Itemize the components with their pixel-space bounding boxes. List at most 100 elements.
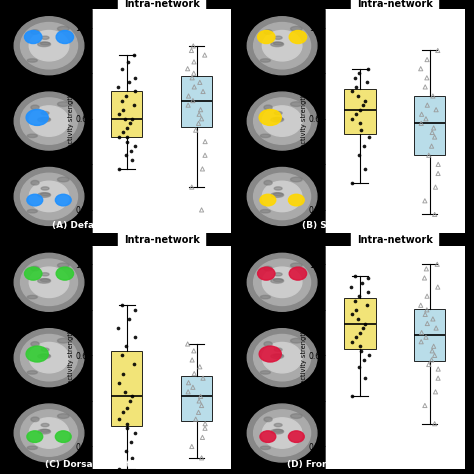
Ellipse shape: [257, 30, 275, 44]
Point: [428, 128, 436, 136]
Point: [114, 83, 122, 91]
Ellipse shape: [38, 279, 51, 283]
Ellipse shape: [31, 342, 39, 346]
Point: [115, 110, 123, 118]
Point: [364, 274, 372, 282]
Point: [122, 343, 130, 350]
Point: [184, 388, 192, 396]
Ellipse shape: [271, 279, 283, 283]
Point: [348, 392, 356, 400]
Point: [354, 315, 362, 323]
Point: [417, 65, 425, 73]
Ellipse shape: [14, 167, 84, 226]
Point: [431, 210, 438, 218]
Ellipse shape: [40, 279, 50, 282]
Point: [188, 46, 195, 54]
Ellipse shape: [262, 181, 302, 212]
Ellipse shape: [274, 36, 282, 39]
Point: [199, 434, 206, 441]
Point: [199, 88, 207, 95]
Point: [125, 315, 132, 323]
Point: [359, 324, 367, 332]
Point: [184, 101, 192, 109]
Point: [185, 379, 192, 386]
Point: [348, 179, 356, 186]
PathPatch shape: [181, 376, 212, 421]
Point: [123, 404, 130, 411]
Ellipse shape: [20, 173, 78, 219]
Text: (C) Dorsal attention network: (C) Dorsal attention network: [45, 460, 192, 469]
Point: [199, 165, 206, 173]
Ellipse shape: [262, 106, 302, 137]
Ellipse shape: [260, 194, 276, 206]
Point: [355, 70, 363, 77]
Ellipse shape: [264, 105, 272, 109]
Ellipse shape: [291, 177, 302, 182]
Ellipse shape: [14, 92, 84, 150]
Point: [114, 324, 122, 332]
Point: [115, 133, 123, 141]
Point: [124, 138, 131, 146]
Ellipse shape: [273, 429, 283, 432]
Point: [424, 101, 431, 109]
Point: [119, 128, 127, 136]
Point: [433, 261, 441, 268]
Point: [356, 106, 364, 113]
Ellipse shape: [55, 194, 71, 206]
Ellipse shape: [31, 181, 39, 185]
Point: [127, 438, 135, 446]
Point: [123, 133, 130, 141]
Point: [360, 356, 368, 364]
Ellipse shape: [271, 354, 283, 359]
Ellipse shape: [291, 102, 302, 107]
Point: [423, 56, 431, 64]
Point: [355, 152, 363, 159]
Point: [128, 115, 136, 123]
Ellipse shape: [291, 338, 302, 343]
Ellipse shape: [25, 30, 42, 44]
Ellipse shape: [274, 111, 282, 115]
Title: Intra-network: Intra-network: [357, 235, 433, 245]
Point: [365, 133, 372, 141]
Y-axis label: Connectivity strength ( z ): Connectivity strength ( z ): [301, 314, 307, 401]
Ellipse shape: [257, 267, 275, 280]
Point: [185, 92, 192, 100]
Ellipse shape: [247, 167, 317, 226]
Ellipse shape: [29, 181, 69, 212]
Ellipse shape: [41, 273, 49, 276]
Ellipse shape: [247, 404, 317, 462]
Point: [352, 83, 360, 91]
Point: [360, 142, 368, 150]
Point: [422, 333, 430, 341]
Ellipse shape: [29, 106, 69, 137]
Text: (B) Salience network: (B) Salience network: [302, 221, 409, 230]
Ellipse shape: [262, 267, 302, 298]
Point: [201, 425, 209, 432]
Point: [132, 142, 139, 150]
Ellipse shape: [289, 267, 307, 280]
Ellipse shape: [288, 431, 304, 442]
Title: Intra-network: Intra-network: [357, 0, 433, 9]
Ellipse shape: [271, 429, 283, 434]
Point: [123, 124, 130, 132]
Point: [118, 65, 126, 73]
Ellipse shape: [57, 414, 69, 419]
Ellipse shape: [247, 253, 317, 311]
Point: [115, 165, 123, 173]
Point: [428, 347, 436, 355]
Point: [196, 79, 204, 86]
Ellipse shape: [264, 266, 272, 271]
Point: [122, 447, 129, 455]
Point: [431, 133, 438, 141]
Point: [421, 83, 429, 91]
Ellipse shape: [20, 23, 78, 69]
Point: [201, 420, 209, 428]
Ellipse shape: [27, 295, 37, 299]
Ellipse shape: [260, 371, 270, 374]
Point: [434, 170, 442, 177]
Point: [421, 274, 428, 282]
Title: Intra-network: Intra-network: [124, 235, 200, 245]
Point: [188, 74, 196, 82]
Ellipse shape: [259, 109, 281, 126]
Point: [115, 465, 123, 473]
